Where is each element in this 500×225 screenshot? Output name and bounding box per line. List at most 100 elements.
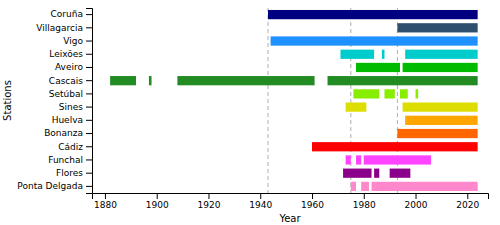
segment <box>403 102 478 111</box>
x-tick-mark <box>105 193 106 199</box>
marks <box>110 8 478 193</box>
x-tick-mark <box>260 193 261 199</box>
x-tick: 1900 <box>146 193 169 210</box>
x-tick: 1960 <box>301 193 324 210</box>
segment <box>271 36 478 45</box>
y-tick-label: Coruña <box>51 9 83 19</box>
segment <box>353 89 379 98</box>
x-tick-label: 1880 <box>94 200 117 210</box>
y-tick-label: Cádiz <box>58 142 83 152</box>
y-tick-mark <box>86 93 92 94</box>
segment <box>384 89 394 98</box>
y-tick: Villagarcia <box>36 23 92 33</box>
y-tick-label: Leixões <box>49 49 83 59</box>
segment <box>356 63 400 72</box>
y-tick: Coruña <box>51 9 92 19</box>
y-tick-mark <box>86 14 92 15</box>
y-tick-label: Cascais <box>49 76 83 86</box>
y-tick-mark <box>86 80 92 81</box>
station-row <box>397 129 477 138</box>
y-tick-mark <box>86 120 92 121</box>
segment <box>405 50 477 59</box>
station-row <box>356 63 478 72</box>
y-axis-line <box>86 9 93 194</box>
y-tick: Cascais <box>49 76 92 86</box>
y-tick-label: Bonanza <box>44 128 83 138</box>
x-tick-mark <box>312 193 313 199</box>
y-tick-mark <box>86 173 92 174</box>
segment <box>374 169 379 178</box>
x-tick: 1980 <box>353 193 376 210</box>
segment <box>343 169 371 178</box>
segment <box>405 116 477 125</box>
y-tick-mark <box>86 146 92 147</box>
segment <box>268 10 478 19</box>
segment <box>416 89 419 98</box>
segment <box>110 76 136 85</box>
segment <box>328 76 478 85</box>
segment <box>397 23 477 32</box>
reference-lines <box>268 8 397 193</box>
segment <box>382 50 385 59</box>
segment <box>372 182 478 191</box>
x-axis: 1880 1900 1920 1940 1960 1980 2000 2020 <box>93 193 489 210</box>
reference-line <box>397 8 398 193</box>
station-row <box>343 169 410 178</box>
y-tick-label: Ponta Delgada <box>17 181 83 191</box>
x-axis-line <box>93 194 489 200</box>
x-tick: 2020 <box>456 193 479 210</box>
y-tick: Vigo <box>63 36 92 46</box>
chart-svg: 1880 1900 1920 1940 1960 1980 2000 2020 Coruña Vi… <box>0 0 500 225</box>
y-axis-title: Stations <box>2 80 13 121</box>
x-tick-mark <box>467 193 468 199</box>
station-row <box>312 142 478 151</box>
y-tick-label: Vigo <box>63 36 83 46</box>
y-tick-mark <box>86 133 92 134</box>
chart-container: 1880 1900 1920 1940 1960 1980 2000 2020 Coruña Vi… <box>0 0 500 225</box>
y-tick-mark <box>86 54 92 55</box>
segment <box>364 155 431 164</box>
station-row <box>351 182 478 191</box>
station-row <box>271 36 478 45</box>
y-tick: Ponta Delgada <box>17 181 92 191</box>
y-tick-label: Villagarcia <box>36 23 83 33</box>
segment <box>390 169 411 178</box>
y-tick: Flores <box>56 168 92 178</box>
y-tick-mark <box>86 186 92 187</box>
reference-line <box>268 8 269 193</box>
y-tick: Funchal <box>48 155 92 165</box>
y-tick-mark <box>86 107 92 108</box>
segment <box>346 155 351 164</box>
segment <box>403 63 478 72</box>
segment <box>361 182 369 191</box>
y-tick-label: Sines <box>59 102 83 112</box>
x-tick-mark <box>364 193 365 199</box>
segment <box>312 142 478 151</box>
y-axis: CoruñaVillagarciaVigoLeixõesAveiroCascai… <box>17 9 92 194</box>
station-row <box>340 50 477 59</box>
segment <box>351 182 356 191</box>
y-tick-mark <box>86 67 92 68</box>
y-tick: Huelva <box>52 115 92 125</box>
station-row <box>353 89 418 98</box>
x-tick-mark <box>157 193 158 199</box>
y-tick: Setúbal <box>49 89 92 99</box>
station-row <box>346 102 478 111</box>
x-tick-label: 1920 <box>198 200 221 210</box>
y-tick-label: Huelva <box>52 115 83 125</box>
segments <box>110 10 478 191</box>
segment <box>346 102 367 111</box>
y-tick-label: Flores <box>56 168 83 178</box>
reference-line <box>350 8 351 193</box>
segment <box>177 76 314 85</box>
x-tick-mark <box>416 193 417 199</box>
y-tick-mark <box>86 27 92 28</box>
x-tick: 1920 <box>198 193 221 210</box>
y-tick: Leixões <box>49 49 92 59</box>
x-tick: 2000 <box>405 193 428 210</box>
x-tick: 1880 <box>94 193 117 210</box>
station-row <box>397 23 477 32</box>
x-tick-mark <box>208 193 209 199</box>
x-tick: 1940 <box>249 193 272 210</box>
x-tick-label: 2000 <box>405 200 428 210</box>
